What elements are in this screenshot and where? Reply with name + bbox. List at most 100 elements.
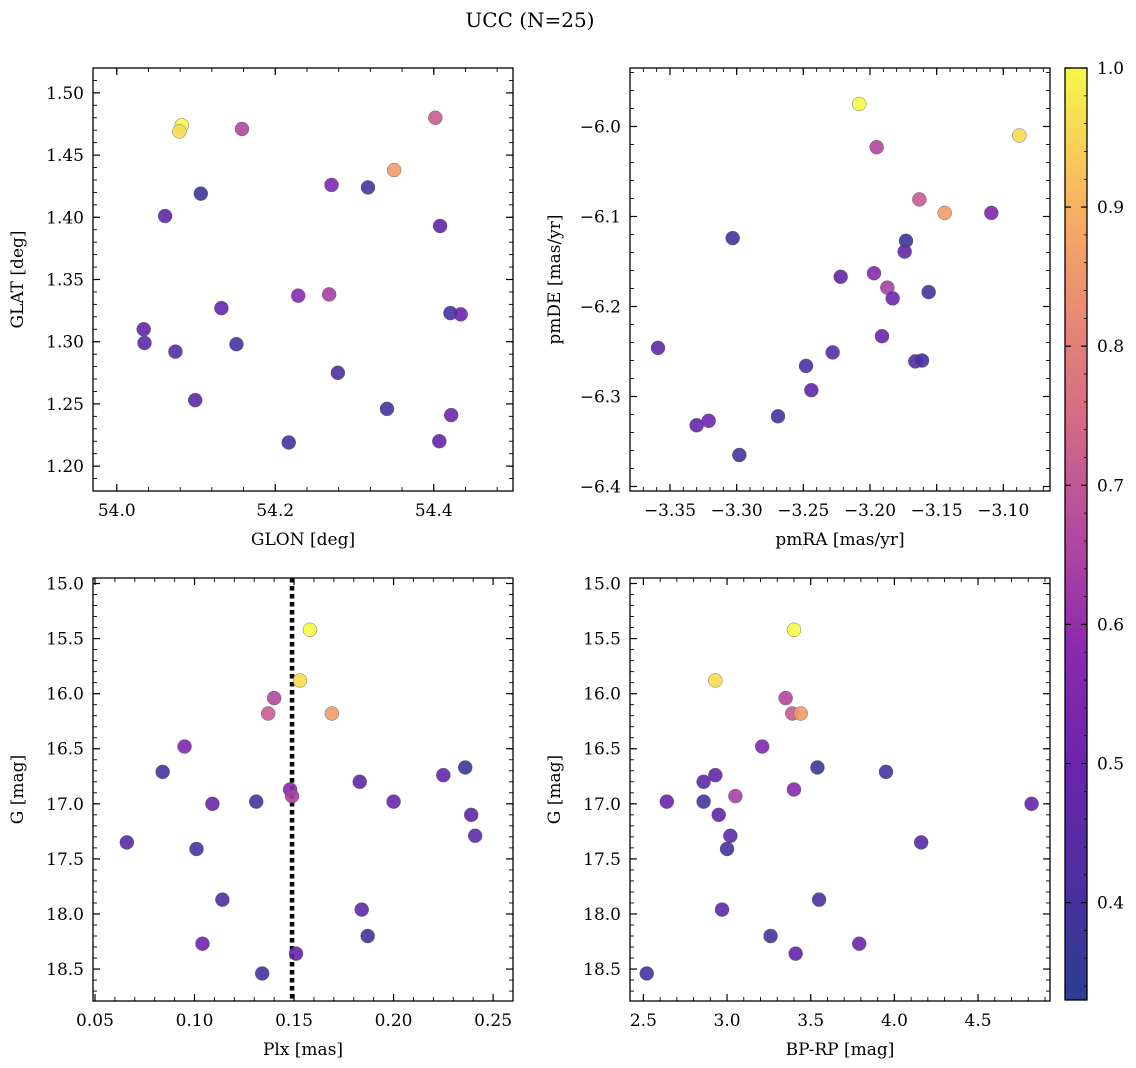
x-tick-label: 54.2 [256,501,294,521]
data-point [696,774,711,789]
colorbar-tick-label: 0.7 [1097,476,1124,496]
x-tick-label: 0.05 [76,1011,114,1031]
y-tick-label: 15.5 [583,630,621,650]
axes-frame [92,67,514,492]
x-tick-label: −3.35 [644,501,696,521]
data-point [708,767,723,783]
data-point [260,706,276,721]
data-point [168,344,183,359]
subplot-3: 0.05 0.10 0.15 0.20 0.25 15.0 15.5 16.0 16.5 17.0… [8,575,514,1060]
y-tick-label: 16.0 [46,685,84,705]
y-tick-label: 15.5 [46,630,84,650]
axes-frame [629,577,1051,1002]
colorbar-tick-label: 0.9 [1097,198,1124,218]
data-point [137,335,152,351]
y-tick-label: 1.50 [46,84,84,104]
data-point [1012,128,1027,143]
data-point [266,690,282,706]
data-point [379,401,395,417]
data-point [428,110,443,125]
data-point [205,796,220,812]
y-tick-label: 1.25 [46,395,84,415]
data-point [914,353,930,368]
data-point [288,946,304,961]
axes-container: 54.0 54.2 54.4 1.20 1.25 1.30 1.35 1.40 1.45 1.50… [8,67,1051,1060]
data-point [234,121,250,137]
data-point [833,269,848,284]
y-tick-label: 18.5 [46,960,84,980]
y-axis-label: G [mag] [545,755,565,824]
data-point [360,928,375,944]
data-point [443,407,459,423]
y-tick-label: 15.0 [46,575,84,595]
data-point [793,706,808,721]
data-point [436,767,451,783]
x-tick-label: −3.10 [977,501,1029,521]
data-point [913,835,929,850]
axes-frame [92,577,514,1002]
data-point [711,807,726,823]
data-point [754,739,770,754]
data-point [453,307,468,322]
data-point [984,205,999,221]
y-tick-label: 18.0 [583,905,621,925]
x-tick-label: 4.5 [965,1011,992,1031]
data-point [330,365,346,381]
data-point [386,794,401,809]
data-point [732,447,747,463]
y-tick-label: −6.4 [580,478,621,498]
y-tick-label: 17.0 [583,795,621,815]
data-point [788,946,803,961]
x-tick-label: 0.15 [275,1011,313,1031]
subplot-2: −3.35 −3.30 −3.25 −3.20 −3.15 −3.10 −6.4 −6.3 −6… [545,67,1051,550]
x-tick-label: 0.20 [375,1011,413,1031]
y-tick-label: 16.5 [46,740,84,760]
y-tick-label: 16.0 [583,685,621,705]
data-point [778,690,793,706]
data-point [119,835,135,850]
data-point [885,291,900,306]
data-point [292,673,308,688]
data-point [229,336,244,352]
data-point [254,966,270,981]
subplot-1: 54.0 54.2 54.4 1.20 1.25 1.30 1.35 1.40 1.45 1.50… [8,67,514,550]
y-axis-label: G [mag] [8,755,28,824]
data-point [786,622,802,637]
data-point [798,358,814,374]
colorbar-gradient [1064,67,1088,1001]
data-point [786,782,802,797]
y-tick-label: 18.5 [583,960,621,980]
data-point [1024,796,1039,812]
y-tick-label: 1.30 [46,333,84,353]
data-point [937,205,952,221]
data-point [650,340,666,356]
data-point [921,284,936,300]
data-point [302,622,318,637]
data-point [463,807,479,823]
data-point [214,300,229,316]
data-point [432,434,447,449]
x-axis-label: GLON [deg] [251,530,355,550]
data-point [291,288,306,303]
data-point [458,760,473,775]
data-point [897,244,912,259]
data-point [189,841,204,857]
data-point [352,774,367,789]
y-tick-label: −6.2 [580,298,621,318]
data-point [689,418,704,433]
data-point [811,892,827,907]
x-axis-label: Plx [mas] [263,1040,343,1060]
y-axis-label: pmDE [mas/yr] [545,214,565,344]
y-tick-label: 1.40 [46,208,84,228]
data-point [869,139,884,155]
y-tick-label: 1.45 [46,146,84,166]
data-point [804,383,819,398]
colorbar-tick-label: 1.0 [1097,59,1124,79]
y-tick-label: 17.5 [583,850,621,870]
y-tick-label: 1.20 [46,457,84,477]
x-tick-label: 0.10 [176,1011,214,1031]
data-point [874,329,890,344]
y-tick-label: 1.35 [46,271,84,291]
data-point [188,392,203,408]
data-point [810,760,825,775]
